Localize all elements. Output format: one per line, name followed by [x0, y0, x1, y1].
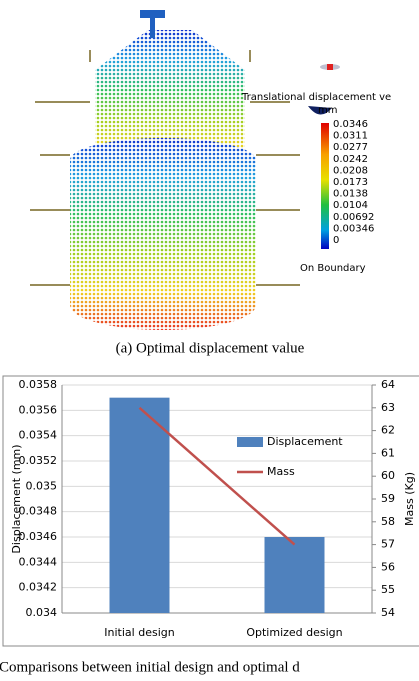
y2-tick-label: 60	[381, 469, 395, 482]
legend-swatch	[237, 437, 263, 447]
legend-footer: On Boundary	[300, 263, 366, 274]
y2-tick-label: 64	[381, 378, 395, 391]
y-tick-label: 0.0356	[19, 403, 58, 416]
legend-label: 0.00346	[333, 223, 374, 234]
y2-tick-label: 54	[381, 606, 395, 619]
y-tick-label: 0.0342	[19, 581, 58, 594]
y-tick-label: 0.0358	[19, 378, 58, 391]
y-tick-label: 0.0346	[19, 530, 58, 543]
legend-label: 0.0138	[333, 189, 368, 200]
y-tick-label: 0.0354	[19, 429, 58, 442]
caption-a: (a) Optimal displacement value	[116, 340, 305, 356]
y-tick-label: 0.0344	[19, 555, 58, 568]
line	[138, 406, 296, 546]
legend-unit: mm	[318, 105, 337, 116]
legend-label: 0.0311	[333, 131, 368, 142]
colorbar	[321, 123, 329, 249]
y2-tick-label: 61	[381, 446, 395, 459]
legend-label: 0.0242	[333, 154, 368, 165]
y2-tick-label: 63	[381, 401, 395, 414]
bar	[264, 537, 325, 613]
legend-label: 0.0346	[333, 119, 368, 130]
legend-label: 0.0277	[333, 142, 368, 153]
legend-label: 0	[333, 235, 339, 246]
x-tick-label: Optimized design	[246, 626, 342, 639]
legend-label: 0.0104	[333, 200, 368, 211]
legend-label: Displacement	[267, 435, 343, 448]
caption-b: Comparisons between initial design and o…	[0, 659, 300, 675]
bar	[109, 397, 170, 613]
y2-axis-label: Mass (Kg)	[403, 472, 416, 526]
y2-tick-label: 57	[381, 538, 395, 551]
y-axis-label: Displacement (mm)	[10, 444, 23, 553]
y2-tick-label: 58	[381, 515, 395, 528]
y-tick-label: 0.0348	[19, 505, 58, 518]
y-tick-label: 0.035	[26, 479, 58, 492]
y2-tick-label: 62	[381, 424, 395, 437]
y2-tick-label: 59	[381, 492, 395, 505]
chart-frame	[2, 375, 419, 647]
fe-model	[30, 10, 340, 330]
legend-label: Mass	[267, 465, 295, 478]
legend-label: 0.0208	[333, 165, 368, 176]
legend-label: 0.00692	[333, 212, 374, 223]
y2-tick-label: 55	[381, 583, 395, 596]
legend-title: Translational displacement ve	[241, 92, 391, 103]
y-tick-label: 0.034	[26, 606, 58, 619]
x-tick-label: Initial design	[104, 626, 174, 639]
y-tick-label: 0.0352	[19, 454, 58, 467]
legend-label: 0.0173	[333, 177, 368, 188]
y2-tick-label: 56	[381, 560, 395, 573]
